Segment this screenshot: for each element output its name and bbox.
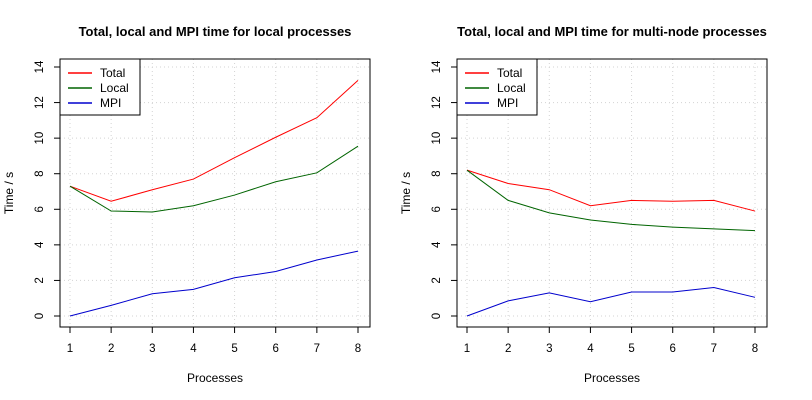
right-chart-panel: Total, local and MPI time for multi-node… (399, 24, 768, 385)
x-tick-label: 7 (711, 343, 717, 355)
y-tick-label: 4 (431, 241, 443, 248)
y-axis-label: Time / s (399, 172, 413, 214)
x-tick-label: 8 (355, 343, 361, 355)
y-tick-label: 14 (34, 60, 46, 73)
x-tick-label: 3 (546, 343, 552, 355)
y-axis-label: Time / s (2, 172, 16, 214)
chart-title: Total, local and MPI time for multi-node… (457, 24, 767, 39)
legend-box (456, 58, 538, 116)
x-tick-label: 5 (628, 343, 634, 355)
y-tick-label: 8 (431, 171, 443, 177)
legend-label: MPI (497, 96, 518, 110)
x-tick-label: 3 (149, 343, 155, 355)
y-axis: 0 2 4 6 8 10 12 14 (34, 60, 60, 319)
x-tick-label: 6 (670, 343, 676, 355)
x-tick-label: 8 (752, 343, 758, 355)
y-tick-label: 10 (431, 132, 443, 145)
y-axis: 0 2 4 6 8 10 12 14 (431, 60, 457, 319)
x-tick-label: 5 (231, 343, 237, 355)
x-axis-label: Processes (187, 371, 243, 385)
y-tick-label: 10 (34, 132, 46, 145)
plot-frame (59, 58, 371, 328)
chart-title: Total, local and MPI time for local proc… (79, 24, 352, 39)
y-tick-label: 12 (431, 96, 443, 109)
legend-label: Total (100, 66, 125, 80)
y-tick-label: 0 (431, 313, 443, 319)
series-line-total (69, 79, 359, 202)
x-tick-label: 1 (67, 343, 73, 355)
y-tick-label: 2 (34, 277, 46, 283)
plot-frame (456, 58, 768, 328)
left-chart-panel: Total, local and MPI time for local proc… (2, 24, 371, 385)
x-axis-label: Processes (584, 371, 640, 385)
series-line-total (466, 169, 756, 212)
x-tick-label: 1 (464, 343, 470, 355)
y-tick-label: 4 (34, 241, 46, 248)
legend-box (59, 58, 141, 116)
series-line-local (466, 169, 756, 232)
y-tick-label: 6 (34, 206, 46, 212)
series-line-local (69, 145, 359, 213)
y-tick-label: 12 (34, 96, 46, 109)
series-line-mpi (466, 287, 756, 317)
series-lines (69, 79, 359, 317)
x-axis: 1 2 3 4 5 6 7 8 (464, 327, 758, 355)
y-tick-label: 8 (34, 171, 46, 177)
series-line-mpi (69, 250, 359, 317)
x-tick-label: 6 (273, 343, 279, 355)
series-lines (466, 169, 756, 317)
y-tick-label: 14 (431, 60, 443, 73)
x-tick-label: 2 (505, 343, 511, 355)
legend-label: MPI (100, 96, 121, 110)
y-tick-label: 0 (34, 313, 46, 319)
legend-label: Local (100, 81, 129, 95)
x-tick-label: 7 (314, 343, 320, 355)
x-tick-label: 4 (587, 343, 594, 355)
x-axis: 1 2 3 4 5 6 7 8 (67, 327, 361, 355)
x-tick-label: 2 (108, 343, 114, 355)
y-tick-label: 2 (431, 277, 443, 283)
x-tick-label: 4 (190, 343, 197, 355)
legend-label: Total (497, 66, 522, 80)
y-tick-label: 6 (431, 206, 443, 212)
legend-label: Local (497, 81, 526, 95)
